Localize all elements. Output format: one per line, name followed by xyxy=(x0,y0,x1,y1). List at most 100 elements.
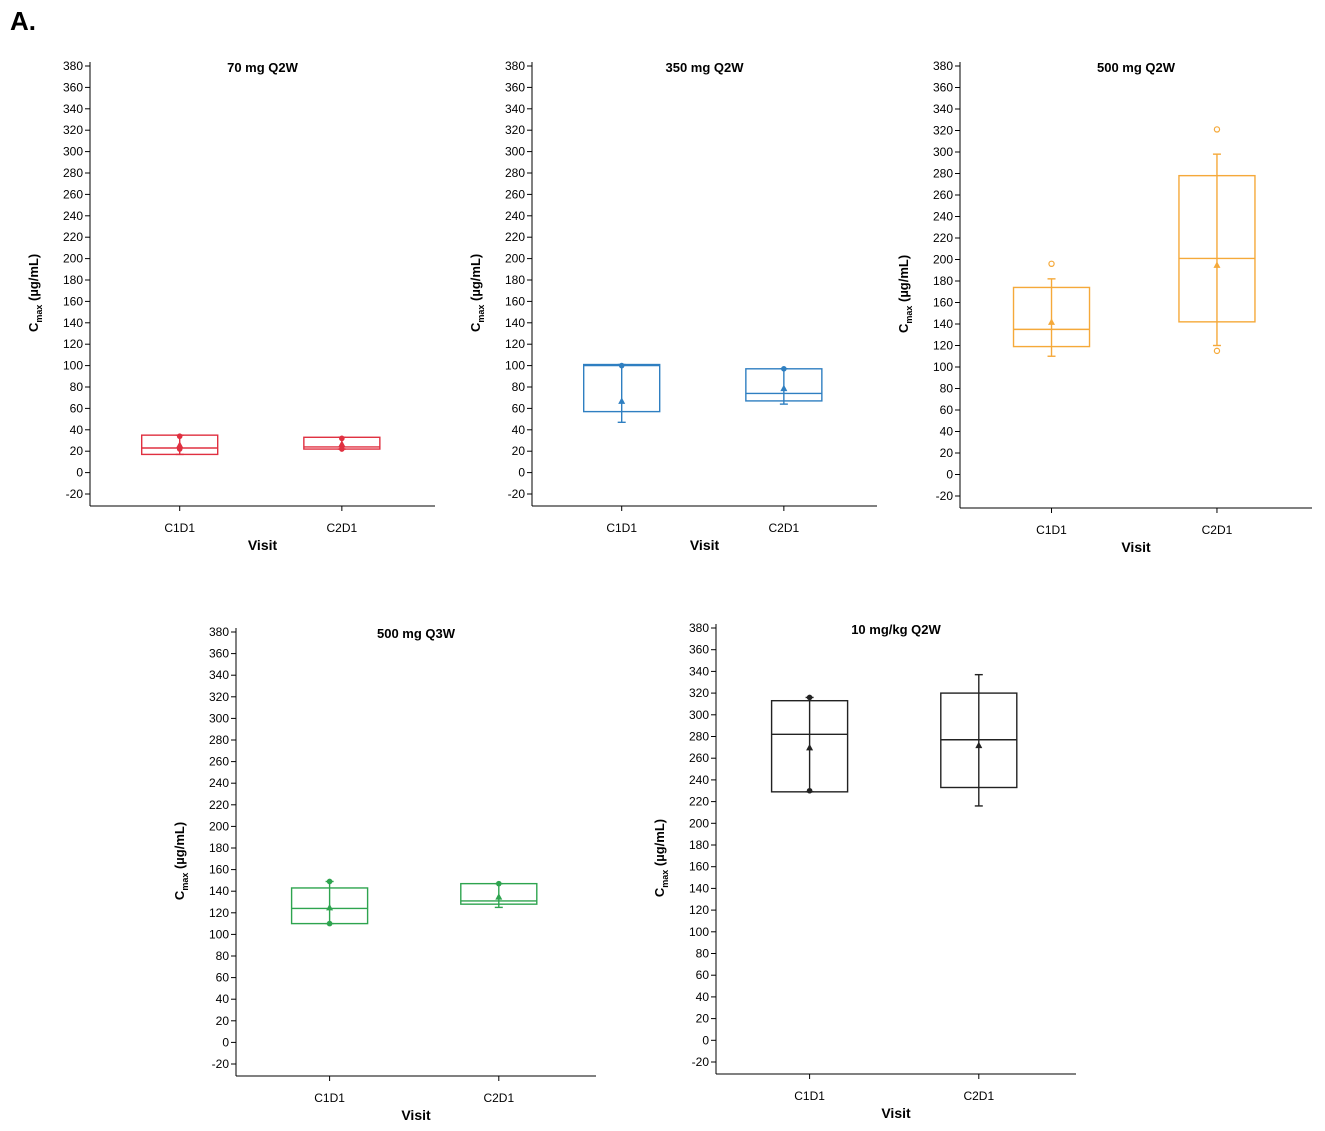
x-axis-label: Visit xyxy=(1121,539,1151,555)
y-axis-label: Cmax (µg/mL) xyxy=(896,255,914,333)
y-tick-label: 40 xyxy=(70,423,84,437)
y-tick-label: 340 xyxy=(209,668,229,682)
y-tick-label: 360 xyxy=(933,81,953,95)
y-tick-label: 240 xyxy=(933,210,953,224)
y-tick-label: 120 xyxy=(63,337,83,351)
y-tick-label: -20 xyxy=(212,1057,230,1071)
y-tick-label: 160 xyxy=(209,863,229,877)
y-tick-label: 320 xyxy=(933,124,953,138)
y-tick-label: 60 xyxy=(70,401,84,415)
mean-marker xyxy=(780,384,788,392)
y-tick-label: 100 xyxy=(63,359,83,373)
y-tick-label: 380 xyxy=(933,59,953,73)
y-tick-label: 0 xyxy=(222,1035,229,1049)
x-axis-label: Visit xyxy=(248,537,278,553)
y-tick-label: 280 xyxy=(505,166,525,180)
y-tick-label: 20 xyxy=(696,1012,710,1026)
data-point xyxy=(176,433,183,440)
x-tick-label: C1D1 xyxy=(606,521,637,535)
y-tick-label: 180 xyxy=(689,838,709,852)
chart-title: 10 mg/kg Q2W xyxy=(851,622,941,637)
chart-500mg-q3w: -20 0 20 40 60 80 100 120 140 160 180 200 220 240 260 2… xyxy=(172,625,596,1123)
y-tick-label: 100 xyxy=(933,360,953,374)
x-axis-label: Visit xyxy=(690,537,720,553)
y-tick-label: 340 xyxy=(505,102,525,116)
mean-marker xyxy=(618,397,626,404)
y-tick-label: 0 xyxy=(946,468,953,482)
chart-10mgkg-q2w: -20 0 20 40 60 80 100 120 140 160 180 200 220 240 260 2… xyxy=(652,621,1076,1121)
y-tick-label: 300 xyxy=(933,145,953,159)
chart-500mg-q2w: -20 0 20 40 60 80 100 120 140 160 180 200 220 240 260 2… xyxy=(896,59,1312,555)
x-tick-label: C1D1 xyxy=(314,1091,345,1105)
y-tick-label: 200 xyxy=(63,252,83,266)
y-tick-label: 280 xyxy=(933,167,953,181)
x-tick-label: C2D1 xyxy=(1202,523,1233,537)
chart-title: 500 mg Q3W xyxy=(377,626,456,641)
y-tick-label: 280 xyxy=(63,166,83,180)
y-tick-label: 220 xyxy=(689,795,709,809)
y-tick-label: 220 xyxy=(63,230,83,244)
y-tick-label: 380 xyxy=(63,59,83,73)
y-tick-label: 320 xyxy=(209,690,229,704)
x-tick-label: C1D1 xyxy=(1036,523,1067,537)
outlier-point xyxy=(1048,260,1055,267)
chart-350mg-q2w: -20 0 20 40 60 80 100 120 140 160 180 200 220 240 260 2… xyxy=(468,59,877,553)
y-tick-label: 240 xyxy=(505,209,525,223)
y-tick-label: 140 xyxy=(63,316,83,330)
y-tick-label: 180 xyxy=(209,841,229,855)
data-point xyxy=(806,787,813,794)
y-tick-label: 120 xyxy=(209,906,229,920)
y-tick-label: 300 xyxy=(63,145,83,159)
y-tick-label: 340 xyxy=(689,664,709,678)
mean-marker xyxy=(326,903,334,911)
y-tick-label: 200 xyxy=(209,819,229,833)
y-tick-label: 380 xyxy=(505,59,525,73)
y-tick-label: -20 xyxy=(692,1055,710,1069)
y-tick-label: 260 xyxy=(63,187,83,201)
y-tick-label: 180 xyxy=(63,273,83,287)
y-tick-label: 380 xyxy=(209,625,229,639)
y-tick-label: 340 xyxy=(933,102,953,116)
x-tick-label: C2D1 xyxy=(483,1091,514,1105)
y-tick-label: 340 xyxy=(63,102,83,116)
y-tick-label: 240 xyxy=(209,776,229,790)
y-tick-label: 360 xyxy=(209,647,229,661)
y-tick-label: 80 xyxy=(696,947,710,961)
y-tick-label: 60 xyxy=(512,401,526,415)
y-tick-label: 0 xyxy=(702,1033,709,1047)
data-point xyxy=(806,694,813,701)
data-point xyxy=(781,366,787,372)
x-axis-label: Visit xyxy=(401,1107,431,1123)
mean-marker xyxy=(975,741,983,749)
data-point xyxy=(339,446,345,452)
y-tick-label: 300 xyxy=(209,711,229,725)
y-axis-label: Cmax (µg/mL) xyxy=(652,819,670,897)
y-axis-label: Cmax (µg/mL) xyxy=(468,254,486,332)
y-tick-label: 20 xyxy=(70,444,84,458)
y-tick-label: 200 xyxy=(933,253,953,267)
y-tick-label: 40 xyxy=(696,990,710,1004)
data-point xyxy=(326,920,333,927)
y-tick-label: 180 xyxy=(505,273,525,287)
y-tick-label: 120 xyxy=(505,337,525,351)
y-tick-label: 20 xyxy=(940,446,954,460)
y-tick-label: 140 xyxy=(209,884,229,898)
y-tick-label: 140 xyxy=(505,316,525,330)
x-tick-label: C1D1 xyxy=(164,521,195,535)
y-tick-label: -20 xyxy=(508,487,526,501)
mean-marker xyxy=(1048,318,1056,325)
data-point xyxy=(176,446,183,452)
x-tick-label: C2D1 xyxy=(963,1089,994,1103)
outlier-point xyxy=(1213,126,1221,133)
y-tick-label: 200 xyxy=(689,816,709,830)
y-tick-label: 40 xyxy=(940,425,954,439)
y-tick-label: 100 xyxy=(505,359,525,373)
mean-marker xyxy=(495,893,503,900)
data-point xyxy=(496,880,502,887)
y-tick-label: -20 xyxy=(66,487,84,501)
y-tick-label: 380 xyxy=(689,621,709,635)
figure-panel-label: A. xyxy=(10,6,36,36)
data-point xyxy=(339,435,345,442)
mean-marker xyxy=(176,441,184,448)
y-tick-label: 260 xyxy=(933,188,953,202)
